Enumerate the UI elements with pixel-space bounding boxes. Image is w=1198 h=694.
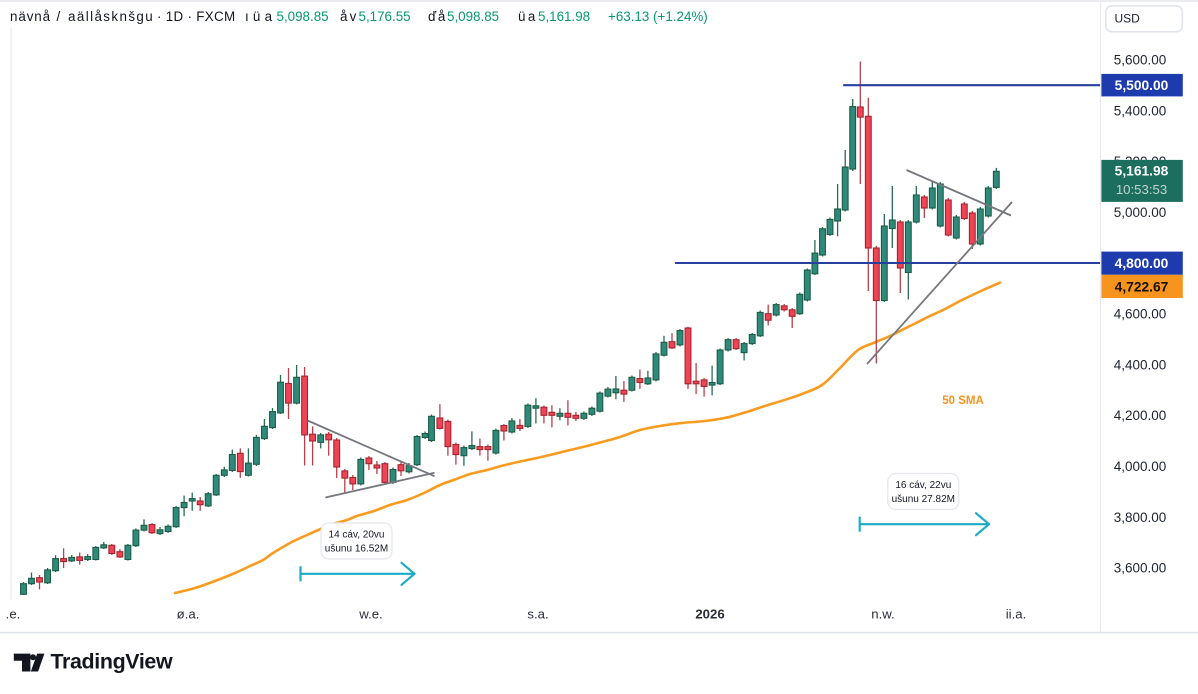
svg-text:aällåsknšgu: aällåsknšgu: [68, 9, 154, 24]
svg-text:ıüa: ıüa: [245, 9, 276, 24]
svg-text:16 cáv, 22vu: 16 cáv, 22vu: [895, 480, 951, 491]
svg-text:5,500.00: 5,500.00: [1115, 78, 1169, 93]
svg-text:4,800.00: 4,800.00: [1115, 256, 1169, 271]
svg-text:ušunu 16.52M: ušunu 16.52M: [325, 544, 388, 555]
svg-text:5,098.85: 5,098.85: [447, 9, 499, 24]
svg-text:åv: åv: [340, 9, 359, 24]
svg-text:ii.a.: ii.a.: [1006, 607, 1027, 622]
svg-text:5,161.98: 5,161.98: [1115, 163, 1169, 178]
svg-text:3,600.00: 3,600.00: [1114, 561, 1167, 576]
svg-text:s.a.: s.a.: [527, 607, 548, 622]
svg-text:nävnå: nävnå: [10, 9, 51, 24]
svg-text:5,000.00: 5,000.00: [1114, 205, 1167, 220]
svg-text:n.w.: n.w.: [871, 607, 894, 622]
svg-text:w.e.: w.e.: [358, 607, 382, 622]
svg-text:10:53:53: 10:53:53: [1116, 182, 1167, 197]
svg-text:5,176.55: 5,176.55: [359, 9, 411, 24]
svg-text:üa: üa: [518, 9, 538, 24]
svg-text:· 1D · FXCM: · 1D · FXCM: [157, 9, 235, 24]
svg-text:+63.13 (+1.24%): +63.13 (+1.24%): [608, 9, 708, 24]
svg-text:4,200.00: 4,200.00: [1114, 408, 1167, 423]
svg-text:5,161.98: 5,161.98: [538, 9, 590, 24]
svg-text:5,600.00: 5,600.00: [1114, 53, 1167, 68]
svg-text:4,000.00: 4,000.00: [1114, 459, 1167, 474]
svg-text:ø.a.: ø.a.: [177, 607, 200, 622]
svg-text:14 cáv, 20vu: 14 cáv, 20vu: [329, 530, 385, 541]
svg-text:4,400.00: 4,400.00: [1114, 357, 1167, 372]
svg-text:/: /: [57, 9, 61, 24]
svg-text:.e.: .e.: [6, 607, 21, 622]
svg-text:USD: USD: [1115, 12, 1141, 26]
svg-text:2026: 2026: [695, 607, 724, 622]
svg-text:4,722.67: 4,722.67: [1115, 279, 1169, 294]
svg-text:4,600.00: 4,600.00: [1114, 307, 1167, 322]
svg-text:5,400.00: 5,400.00: [1114, 103, 1167, 118]
svg-text:TradingView: TradingView: [51, 650, 173, 674]
svg-text:50 SMA: 50 SMA: [942, 395, 984, 407]
svg-text:3,800.00: 3,800.00: [1114, 510, 1167, 525]
svg-text:5,098.85: 5,098.85: [277, 9, 329, 24]
svg-text:ušunu 27.82M: ušunu 27.82M: [892, 494, 955, 505]
svg-text:ďå: ďå: [428, 9, 447, 24]
